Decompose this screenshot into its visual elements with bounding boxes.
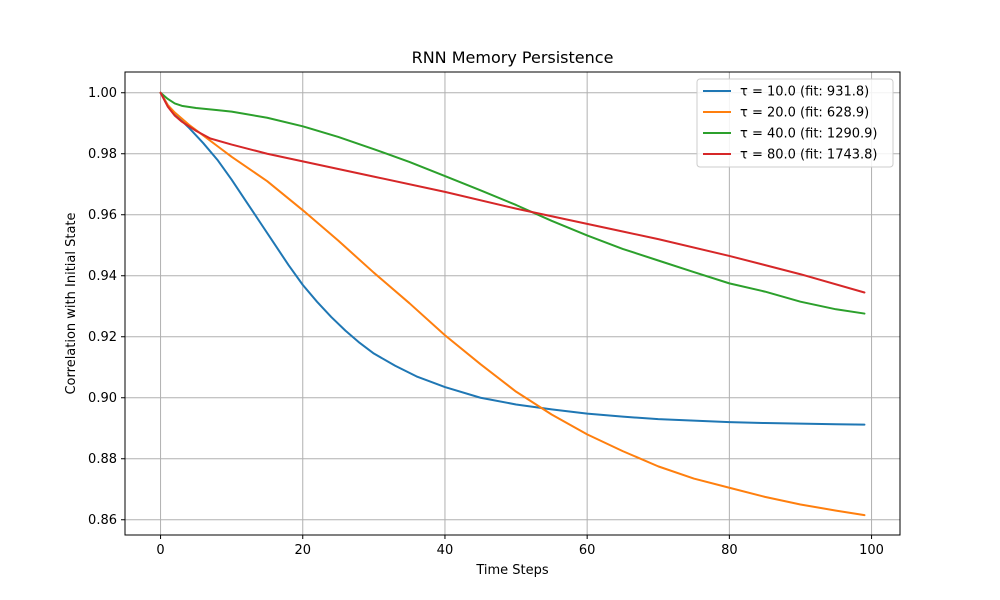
x-tick-label: 40 [437, 543, 454, 558]
y-tick-label: 0.98 [88, 147, 117, 162]
y-tick-label: 0.96 [88, 208, 117, 223]
x-axis-ticks: 0 20 40 60 80 100 [156, 535, 884, 558]
legend-label-0: τ = 10.0 (fit: 931.8) [740, 85, 869, 100]
y-tick-label: 0.88 [88, 452, 117, 467]
series-line-3 [159, 91, 866, 294]
series-lines [159, 91, 866, 517]
x-tick-label: 80 [721, 543, 738, 558]
x-tick-label: 20 [294, 543, 311, 558]
series-line-2 [159, 91, 866, 315]
y-axis-label: Correlation with Initial State [64, 212, 79, 394]
x-axis-label: Time Steps [475, 563, 549, 578]
legend: τ = 10.0 (fit: 931.8) τ = 20.0 (fit: 628.… [696, 78, 894, 168]
y-tick-label: 0.94 [88, 269, 117, 284]
x-tick-label: 0 [156, 543, 164, 558]
legend-label-2: τ = 40.0 (fit: 1290.9) [740, 127, 878, 142]
y-tick-label: 0.86 [88, 513, 117, 528]
grid [125, 72, 900, 535]
legend-label-3: τ = 80.0 (fit: 1743.8) [740, 148, 878, 163]
chart-title: RNN Memory Persistence [412, 48, 614, 67]
x-tick-label: 100 [859, 543, 884, 558]
y-axis-ticks: 0.86 0.88 0.90 0.92 0.94 0.96 0.98 1.00 [88, 86, 125, 528]
plot-frame [124, 71, 901, 536]
legend-box [696, 78, 894, 168]
y-tick-label: 1.00 [88, 86, 117, 101]
x-tick-label: 60 [579, 543, 596, 558]
y-tick-label: 0.92 [88, 330, 117, 345]
legend-label-1: τ = 20.0 (fit: 628.9) [740, 106, 869, 121]
y-tick-label: 0.90 [88, 391, 117, 406]
series-line-0 [159, 91, 866, 426]
